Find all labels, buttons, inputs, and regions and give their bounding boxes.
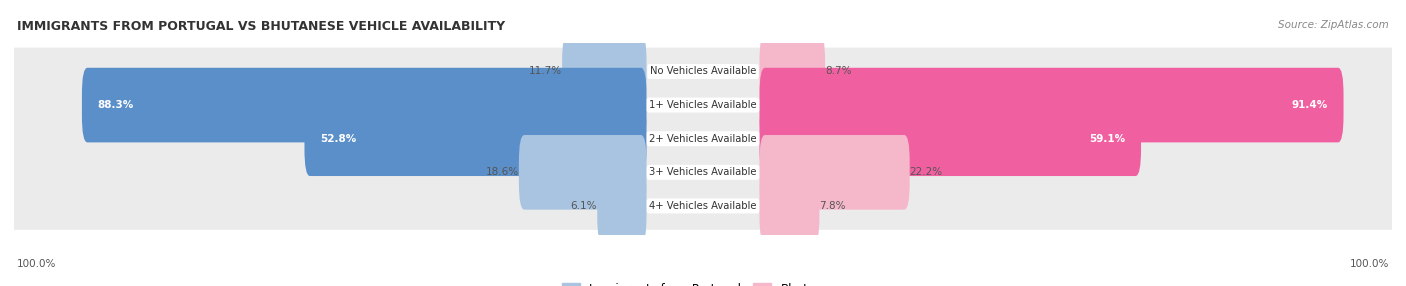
Text: 88.3%: 88.3% [98, 100, 134, 110]
FancyBboxPatch shape [759, 34, 825, 109]
Text: 7.8%: 7.8% [820, 201, 846, 211]
FancyBboxPatch shape [562, 34, 647, 109]
Text: No Vehicles Available: No Vehicles Available [650, 66, 756, 76]
FancyBboxPatch shape [759, 135, 910, 210]
FancyBboxPatch shape [759, 169, 820, 243]
Text: 100.0%: 100.0% [1350, 259, 1389, 269]
Text: 100.0%: 100.0% [17, 259, 56, 269]
Text: 91.4%: 91.4% [1292, 100, 1327, 110]
FancyBboxPatch shape [13, 81, 1393, 129]
FancyBboxPatch shape [519, 135, 647, 210]
FancyBboxPatch shape [759, 68, 1344, 142]
Legend: Immigrants from Portugal, Bhutanese: Immigrants from Portugal, Bhutanese [562, 283, 844, 286]
Text: 8.7%: 8.7% [825, 66, 852, 76]
FancyBboxPatch shape [305, 102, 647, 176]
FancyBboxPatch shape [13, 47, 1393, 95]
Text: 4+ Vehicles Available: 4+ Vehicles Available [650, 201, 756, 211]
Text: IMMIGRANTS FROM PORTUGAL VS BHUTANESE VEHICLE AVAILABILITY: IMMIGRANTS FROM PORTUGAL VS BHUTANESE VE… [17, 20, 505, 33]
FancyBboxPatch shape [13, 148, 1393, 196]
Text: 52.8%: 52.8% [321, 134, 357, 144]
Text: Source: ZipAtlas.com: Source: ZipAtlas.com [1278, 20, 1389, 30]
Text: 22.2%: 22.2% [910, 167, 943, 177]
FancyBboxPatch shape [82, 68, 647, 142]
Text: 2+ Vehicles Available: 2+ Vehicles Available [650, 134, 756, 144]
Text: 11.7%: 11.7% [529, 66, 562, 76]
FancyBboxPatch shape [13, 115, 1393, 162]
Text: 1+ Vehicles Available: 1+ Vehicles Available [650, 100, 756, 110]
Text: 59.1%: 59.1% [1090, 134, 1125, 144]
Text: 3+ Vehicles Available: 3+ Vehicles Available [650, 167, 756, 177]
Text: 18.6%: 18.6% [485, 167, 519, 177]
Text: 6.1%: 6.1% [571, 201, 598, 211]
FancyBboxPatch shape [13, 182, 1393, 230]
FancyBboxPatch shape [598, 169, 647, 243]
FancyBboxPatch shape [759, 102, 1142, 176]
